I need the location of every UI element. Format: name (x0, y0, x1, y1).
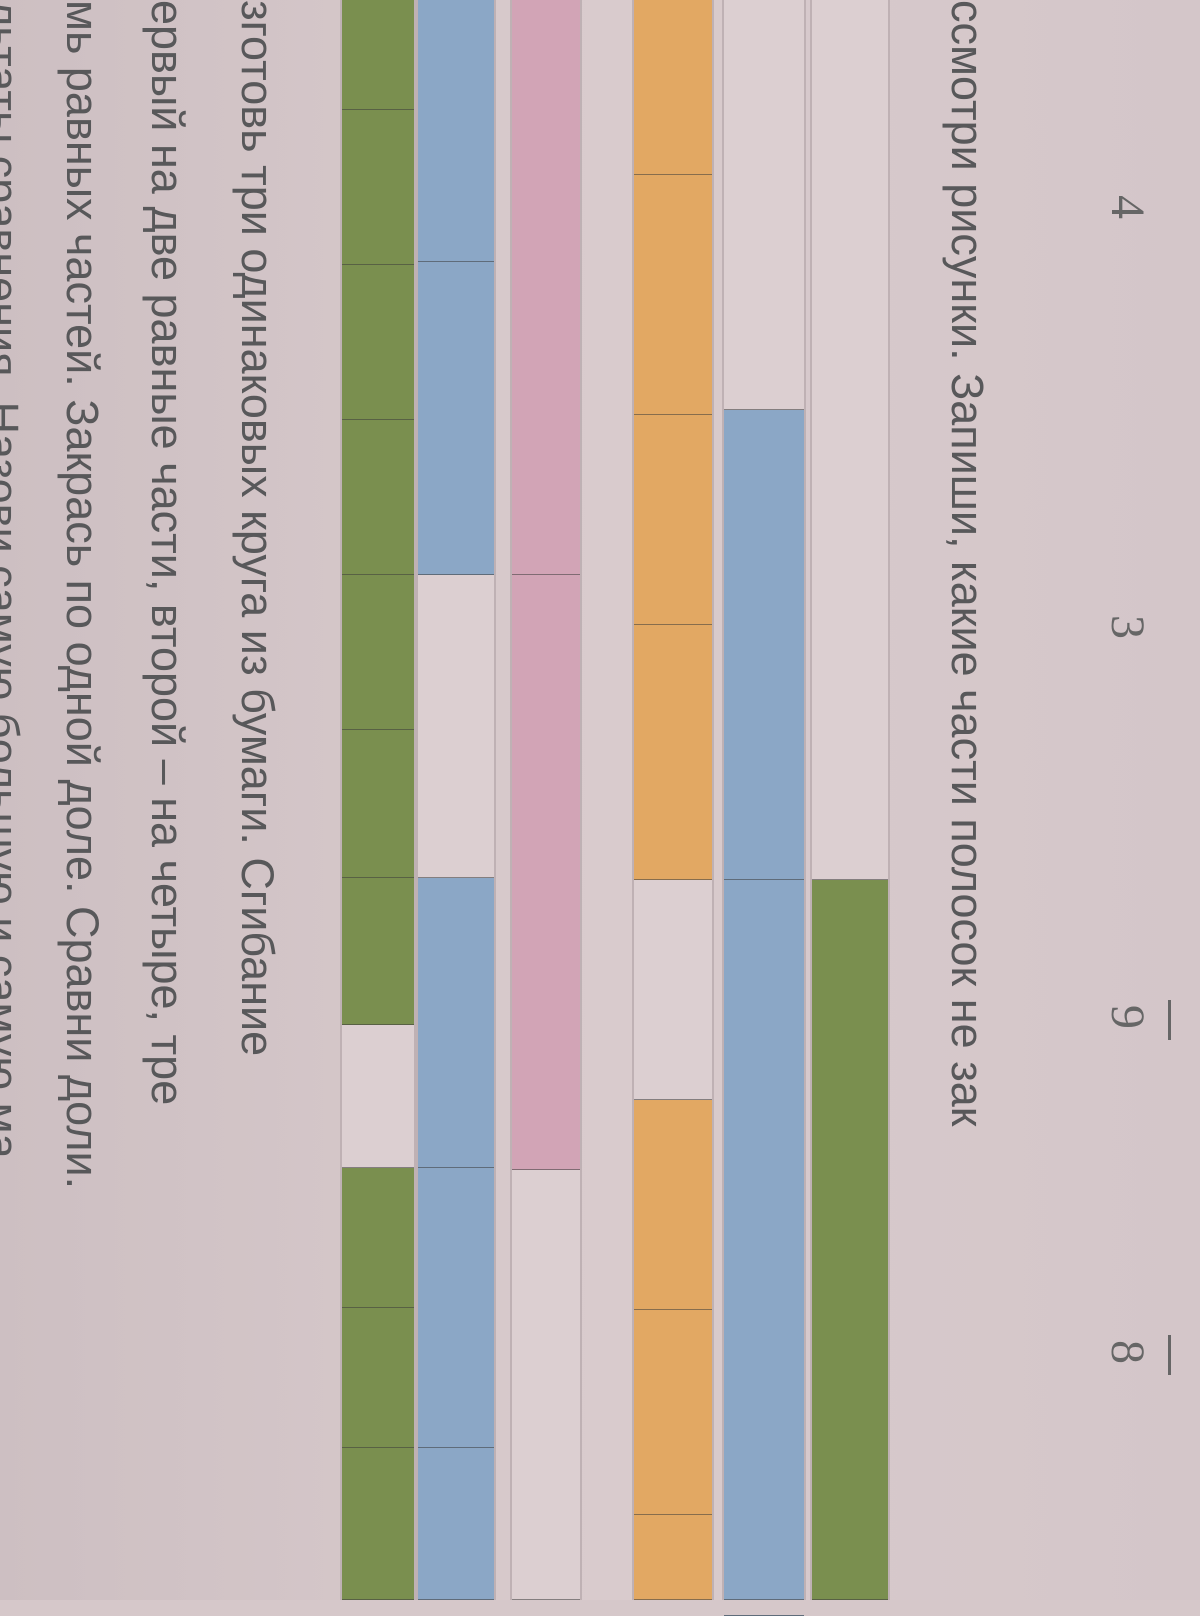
instruction-text: ссмотри рисунки. Запиши, какие части пол… (942, 0, 993, 1127)
shaded-segment (812, 880, 888, 1600)
fraction-strip (340, 0, 416, 1600)
fraction-strip (510, 0, 582, 1600)
shaded-segment (342, 1448, 414, 1600)
fraction-bar (1168, 1335, 1171, 1375)
fraction-strip (810, 0, 890, 1600)
shaded-segment (724, 410, 804, 880)
shaded-segment (418, 878, 494, 1168)
shaded-segment (342, 730, 414, 878)
fraction-denominator: 9 (1101, 1005, 1154, 1029)
shaded-segment (418, 0, 494, 262)
shaded-segment (418, 262, 494, 575)
shaded-segment (634, 0, 712, 175)
fraction-strip (416, 0, 496, 1600)
empty-segment (634, 880, 712, 1100)
shaded-segment (634, 1515, 712, 1600)
shaded-segment (342, 1308, 414, 1448)
shaded-segment (634, 1310, 712, 1515)
shaded-segment (342, 0, 414, 110)
shaded-segment (634, 175, 712, 415)
shaded-segment (342, 420, 414, 575)
shaded-segment (724, 880, 804, 1600)
empty-segment (342, 1025, 414, 1168)
fraction-denominator: 4 (1101, 195, 1154, 219)
shaded-segment (418, 1168, 494, 1448)
shaded-segment (342, 110, 414, 265)
empty-segment (724, 0, 804, 410)
task-line: льтаты сравнения. Назови самую большую и… (0, 0, 28, 1159)
shaded-segment (512, 0, 580, 575)
task-line: ервый на две равные части, второй – на ч… (142, 0, 193, 1106)
shaded-segment (342, 878, 414, 1025)
shaded-segment (634, 625, 712, 880)
empty-segment (812, 0, 888, 880)
fraction-denominator: 8 (1101, 1340, 1154, 1364)
fraction-strip (632, 0, 714, 1600)
shaded-segment (634, 1100, 712, 1310)
fraction-denominator: 3 (1101, 615, 1154, 639)
task-line: мь равных частей. Закрась по одной доле.… (57, 0, 108, 1190)
task-line: зготовь три одинаковых круга из бумаги. … (232, 0, 283, 1057)
fraction-bar (1168, 1000, 1171, 1040)
fraction-strip (722, 0, 806, 1616)
shaded-segment (418, 1448, 494, 1600)
empty-segment (512, 1170, 580, 1600)
shaded-segment (342, 575, 414, 730)
shaded-segment (342, 265, 414, 420)
empty-segment (418, 575, 494, 878)
shaded-segment (342, 1168, 414, 1308)
shaded-segment (512, 575, 580, 1170)
shaded-segment (634, 415, 712, 625)
